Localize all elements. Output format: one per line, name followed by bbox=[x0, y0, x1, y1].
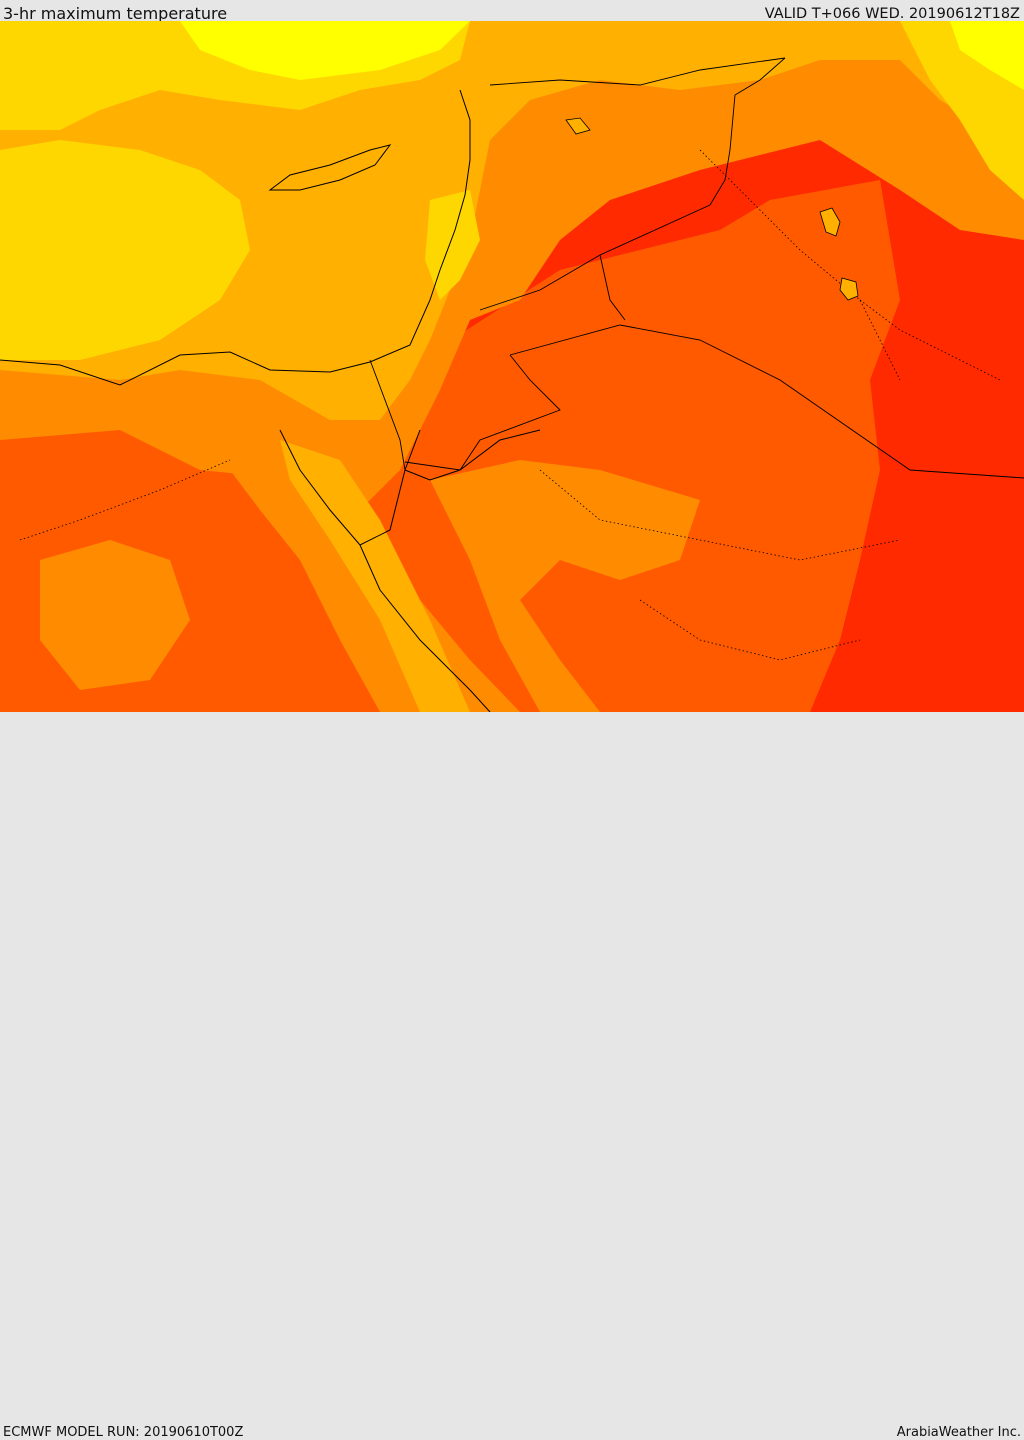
temp-zone-amber-sinai bbox=[280, 440, 470, 712]
temp-zone-yellow bbox=[180, 21, 470, 80]
temperature-map bbox=[0, 21, 1024, 712]
model-run: ECMWF MODEL RUN: 20190610T00Z bbox=[3, 1425, 244, 1440]
minor-borders bbox=[19, 149, 1001, 661]
map-title: 3-hr maximum temperature bbox=[3, 4, 228, 23]
temp-zone-orange-arabia bbox=[430, 460, 700, 712]
lakes bbox=[565, 117, 859, 301]
temp-zone-red-orange bbox=[0, 180, 900, 712]
temp-zone-gold-sea bbox=[0, 140, 250, 360]
header-bar: 3-hr maximum temperature VALID T+066 WED… bbox=[0, 0, 1024, 23]
borders bbox=[369, 57, 1024, 479]
footer-bar: ECMWF MODEL RUN: 20190610T00Z ArabiaWeat… bbox=[0, 712, 1024, 1439]
temp-zone-orange-west bbox=[40, 540, 190, 690]
temp-zone-yellow-east bbox=[950, 21, 1024, 90]
credit-text: ArabiaWeather Inc. bbox=[896, 1425, 1021, 1440]
temp-zone-amber bbox=[0, 21, 1024, 420]
valid-time: VALID T+066 WED. 20190612T18Z bbox=[764, 6, 1020, 22]
